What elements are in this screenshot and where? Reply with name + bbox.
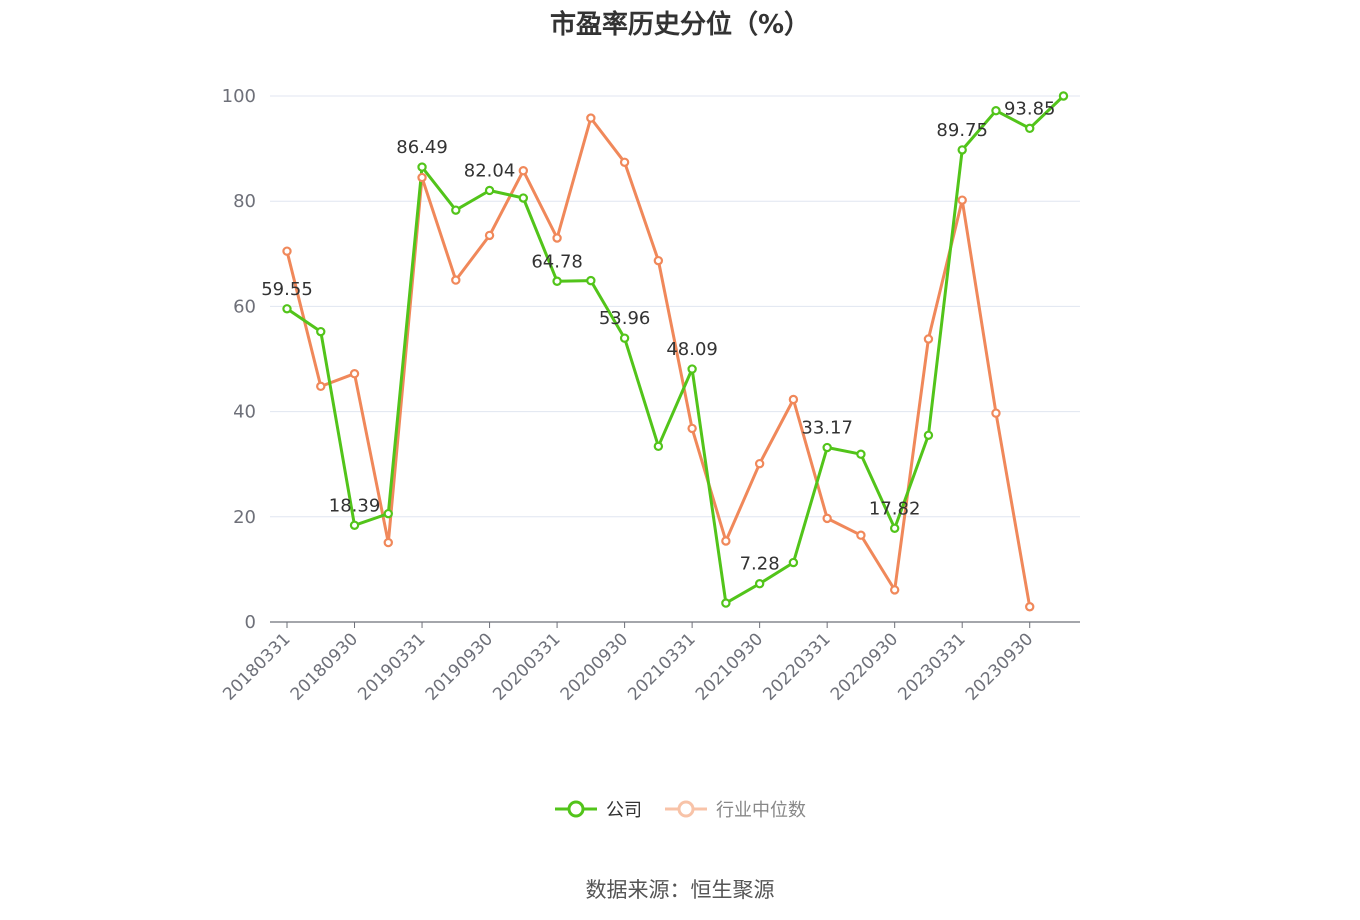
data-point bbox=[316, 326, 326, 337]
x-tick-label: 20190930 bbox=[422, 629, 497, 704]
data-point bbox=[417, 162, 427, 172]
data-label: 93.85 bbox=[1004, 98, 1056, 119]
y-tick-label: 20 bbox=[233, 507, 256, 528]
data-point bbox=[889, 523, 900, 533]
data-point bbox=[889, 585, 900, 595]
data-point bbox=[586, 113, 596, 123]
data-point bbox=[856, 449, 866, 459]
legend-item-industry-median[interactable]: 行业中位数 bbox=[664, 796, 806, 822]
data-label: 64.78 bbox=[531, 251, 583, 272]
data-label: 17.82 bbox=[869, 498, 921, 519]
data-point bbox=[484, 185, 495, 196]
data-label: 89.75 bbox=[936, 120, 988, 141]
legend-industry-icon bbox=[665, 800, 707, 818]
data-point bbox=[383, 508, 393, 519]
x-tick-label: 20200331 bbox=[489, 629, 564, 704]
data-point bbox=[349, 520, 360, 530]
data-point bbox=[822, 442, 832, 453]
data-point bbox=[1058, 91, 1069, 101]
data-labels: 59.55 18.39 86.49 82.04 64.78 53.96 48.09 7.28 3… bbox=[261, 98, 1055, 574]
legend: 公司 行业中位数 bbox=[0, 796, 1360, 822]
data-point bbox=[653, 255, 664, 266]
data-point bbox=[586, 275, 596, 286]
x-tick-label: 20190331 bbox=[354, 629, 429, 704]
data-point bbox=[991, 106, 1001, 116]
data-point bbox=[282, 304, 292, 314]
data-source: 数据来源：恒生聚源 bbox=[585, 878, 775, 902]
x-tick-label: 20180930 bbox=[287, 629, 362, 704]
data-point bbox=[923, 334, 934, 344]
data-point bbox=[991, 408, 1001, 418]
y-tick-label: 40 bbox=[233, 402, 256, 423]
data-label: 53.96 bbox=[599, 308, 651, 329]
data-point bbox=[316, 381, 326, 392]
series-line-0 bbox=[286, 94, 1065, 605]
data-point bbox=[788, 557, 799, 568]
series-points bbox=[282, 91, 1069, 612]
data-label: 18.39 bbox=[329, 495, 381, 516]
data-point bbox=[856, 530, 866, 540]
data-label: 86.49 bbox=[396, 137, 448, 158]
data-point bbox=[788, 394, 799, 405]
data-point bbox=[653, 441, 664, 452]
data-label: 59.55 bbox=[261, 279, 313, 300]
data-point bbox=[957, 145, 967, 155]
data-point bbox=[619, 157, 630, 167]
data-point bbox=[957, 195, 967, 205]
data-point bbox=[349, 369, 360, 379]
x-tick-label: 20210930 bbox=[692, 629, 767, 704]
data-point bbox=[518, 165, 529, 176]
series-line-1 bbox=[285, 116, 1032, 607]
data-point bbox=[687, 423, 697, 434]
data-point bbox=[754, 458, 765, 469]
x-axis: 2018033120180930201903312019093020200331… bbox=[219, 621, 1080, 705]
data-point bbox=[518, 193, 529, 203]
data-point bbox=[282, 246, 292, 256]
data-point bbox=[552, 276, 562, 286]
x-tick-label: 20230331 bbox=[894, 629, 969, 704]
x-tick-label: 20210331 bbox=[624, 629, 699, 704]
data-point bbox=[1025, 602, 1035, 612]
y-tick-label: 80 bbox=[233, 191, 256, 212]
x-tick-label: 20200930 bbox=[557, 629, 632, 704]
y-tick-label: 100 bbox=[222, 86, 256, 107]
data-point bbox=[451, 205, 461, 215]
data-point bbox=[721, 598, 731, 608]
chart-title: 市盈率历史分位（%） bbox=[549, 10, 811, 40]
legend-item-company[interactable]: 公司 bbox=[554, 796, 642, 822]
y-tick-label: 0 bbox=[245, 612, 256, 633]
data-point bbox=[383, 537, 393, 548]
grid-lines bbox=[270, 95, 1080, 518]
data-point bbox=[822, 513, 832, 524]
data-point bbox=[754, 579, 765, 589]
legend-company-icon bbox=[555, 800, 597, 818]
data-point bbox=[552, 233, 562, 243]
data-point bbox=[451, 275, 461, 285]
data-label: 82.04 bbox=[464, 160, 516, 181]
legend-industry-label: 行业中位数 bbox=[716, 800, 806, 821]
data-point bbox=[619, 333, 630, 343]
data-point bbox=[484, 230, 495, 241]
data-point bbox=[923, 430, 934, 440]
data-point bbox=[1025, 123, 1035, 134]
data-label: 48.09 bbox=[666, 339, 718, 360]
y-axis-ticks: 0 20 40 60 80 100 bbox=[222, 86, 256, 633]
x-tick-label: 20180331 bbox=[219, 629, 294, 704]
data-point bbox=[687, 364, 697, 374]
x-tick-label: 20220930 bbox=[827, 629, 902, 704]
x-tick-label: 20230930 bbox=[962, 629, 1037, 704]
data-label: 7.28 bbox=[740, 554, 780, 575]
legend-company-label: 公司 bbox=[606, 800, 642, 821]
x-tick-label: 20220331 bbox=[759, 629, 834, 704]
y-tick-label: 60 bbox=[233, 296, 256, 317]
data-point bbox=[417, 172, 427, 183]
data-point bbox=[721, 536, 731, 546]
data-label: 33.17 bbox=[801, 418, 853, 439]
